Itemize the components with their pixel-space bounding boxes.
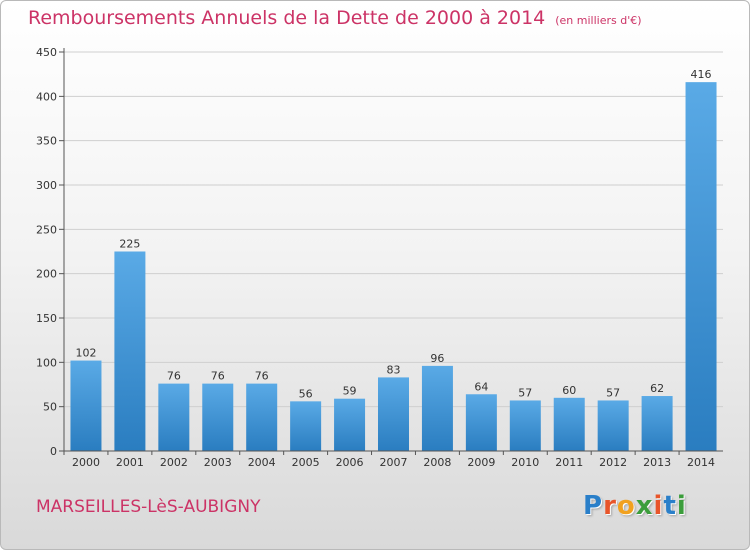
bar — [246, 383, 278, 451]
x-tick-label: 2011 — [555, 456, 583, 469]
data-label: 96 — [430, 352, 444, 365]
data-label: 76 — [211, 370, 225, 383]
y-tick-label: 300 — [36, 179, 57, 192]
logo-letter: r — [603, 491, 617, 521]
logo-letter: x — [635, 491, 654, 521]
bar — [114, 251, 146, 451]
chart-title-text: Remboursements Annuels de la Dette de 20… — [28, 7, 546, 29]
chart-title: Remboursements Annuels de la Dette de 20… — [28, 7, 642, 29]
x-tick-label: 2012 — [599, 456, 627, 469]
bar — [509, 400, 541, 451]
data-label: 64 — [474, 380, 488, 393]
proxiti-logo[interactable]: Proxiti — [583, 491, 687, 521]
y-tick-label: 200 — [36, 268, 57, 281]
x-tick-label: 2013 — [643, 456, 671, 469]
y-tick-label: 50 — [43, 401, 57, 414]
data-label: 62 — [650, 382, 664, 395]
logo-letter: o — [616, 491, 636, 521]
x-tick-label: 2004 — [248, 456, 276, 469]
x-tick-label: 2007 — [380, 456, 408, 469]
logo-letter: i — [653, 491, 664, 521]
data-label: 83 — [387, 363, 401, 376]
x-tick-label: 2006 — [336, 456, 364, 469]
data-label: 60 — [562, 384, 576, 397]
y-tick-label: 400 — [36, 90, 57, 103]
data-label: 57 — [518, 386, 532, 399]
x-tick-label: 2009 — [467, 456, 495, 469]
grid-lines — [64, 51, 723, 408]
x-tick-label: 2002 — [160, 456, 188, 469]
data-label: 56 — [299, 387, 313, 400]
y-tick-label: 150 — [36, 312, 57, 325]
bar — [553, 397, 585, 451]
bar — [641, 396, 673, 451]
city-name: MARSEILLES-LèS-AUBIGNY — [36, 497, 261, 517]
bar — [421, 365, 453, 451]
x-tick-label: 2003 — [204, 456, 232, 469]
data-label: 76 — [167, 370, 181, 383]
bar — [597, 400, 629, 451]
x-tick-label: 2014 — [687, 456, 715, 469]
data-label: 225 — [119, 238, 140, 251]
bar — [290, 401, 322, 451]
x-tick-label: 2001 — [116, 456, 144, 469]
x-tick-label: 2000 — [72, 456, 100, 469]
logo-letter: i — [676, 491, 687, 521]
y-tick-label: 0 — [50, 445, 57, 458]
logo-letter: P — [583, 491, 604, 521]
x-tick-label: 2008 — [423, 456, 451, 469]
bar — [202, 383, 234, 451]
bar — [334, 398, 366, 451]
data-label: 59 — [343, 385, 357, 398]
data-label: 57 — [606, 386, 620, 399]
bar — [685, 82, 717, 451]
data-label: 416 — [691, 68, 712, 81]
axes: 0 50 100 150 200 250 300 350 400 450 2000 2001 2002 2… — [36, 46, 723, 469]
y-tick-label: 250 — [36, 223, 57, 236]
logo-letter: t — [663, 491, 677, 521]
data-label: 102 — [75, 347, 96, 360]
y-tick-label: 350 — [36, 135, 57, 148]
bar — [465, 394, 497, 451]
y-tick-label: 100 — [36, 356, 57, 369]
x-tick-label: 2010 — [511, 456, 539, 469]
bars — [70, 82, 717, 451]
y-tick-label: 450 — [36, 46, 57, 59]
data-label: 76 — [255, 370, 269, 383]
bar — [158, 383, 190, 451]
bar — [378, 377, 409, 451]
data-labels: 102 225 76 76 76 56 59 83 96 64 57 60 57 62 416 — [75, 68, 711, 400]
x-tick-label: 2005 — [292, 456, 320, 469]
chart-unit: (en milliers d'€) — [555, 14, 642, 27]
bar — [70, 360, 102, 451]
